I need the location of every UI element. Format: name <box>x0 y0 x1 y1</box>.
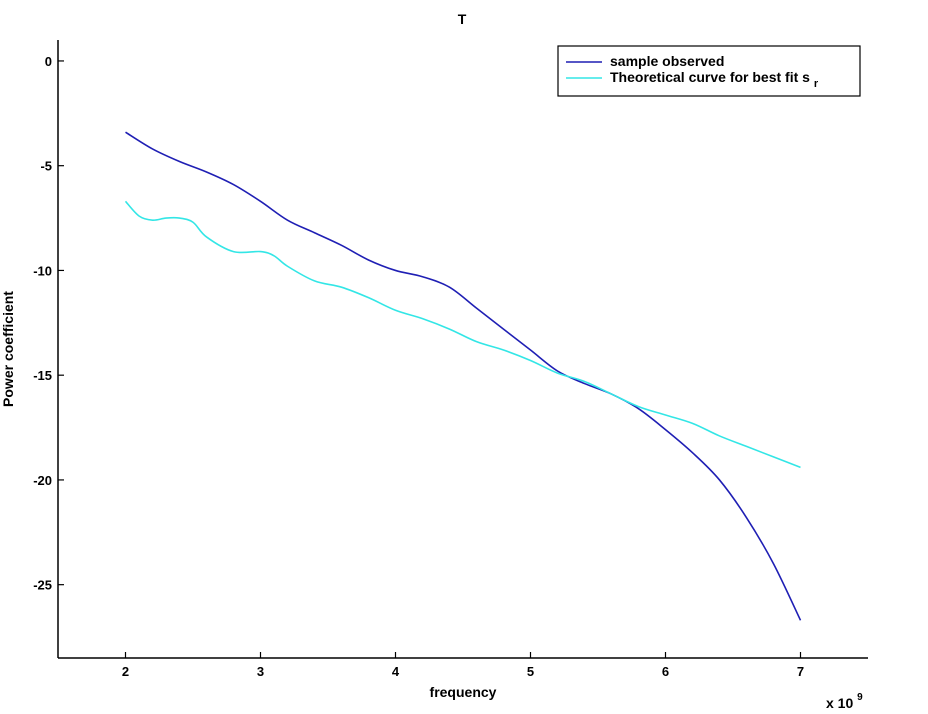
y-tick-label: -10 <box>33 263 52 278</box>
chart-title: T <box>458 11 467 27</box>
series-line-sample-observed <box>125 131 802 621</box>
y-axis-label: Power coefficient <box>0 291 16 407</box>
x-ticks: 2 3 4 5 6 7 <box>122 652 804 679</box>
y-tick-label: -15 <box>33 368 52 383</box>
y-tick-label: 0 <box>45 54 52 69</box>
x-tick-label: 7 <box>797 664 804 679</box>
axes <box>57 40 868 659</box>
x-tick-label: 6 <box>662 664 669 679</box>
x-axis-label: frequency <box>430 684 497 700</box>
x-tick-label: 4 <box>392 664 400 679</box>
series-line-theoretical-curve <box>124 200 801 469</box>
legend-label-theoretical-curve-text: Theoretical curve for best fit s <box>610 69 810 85</box>
y-tick-label: -5 <box>40 159 52 174</box>
x-axis-exponent: x 10 9 <box>826 692 863 711</box>
y-tick-label: -25 <box>33 578 52 593</box>
legend-label-sample-observed: sample observed <box>610 53 724 69</box>
legend: sample observed Theoretical curve for be… <box>557 45 861 97</box>
y-ticks: 0 -5 -10 -15 -20 -25 <box>33 54 64 593</box>
legend-label-theoretical-curve-subscript: r <box>814 78 819 90</box>
x-tick-label: 5 <box>527 664 534 679</box>
x-axis-exponent-base: x 10 <box>826 695 853 711</box>
x-tick-label: 3 <box>257 664 264 679</box>
x-tick-label: 2 <box>122 664 129 679</box>
legend-label-theoretical-curve: Theoretical curve for best fit s r <box>610 69 819 90</box>
series-group <box>124 131 802 621</box>
y-tick-label: -20 <box>33 473 52 488</box>
x-axis-exponent-power: 9 <box>857 692 863 703</box>
legend-box <box>557 45 861 97</box>
